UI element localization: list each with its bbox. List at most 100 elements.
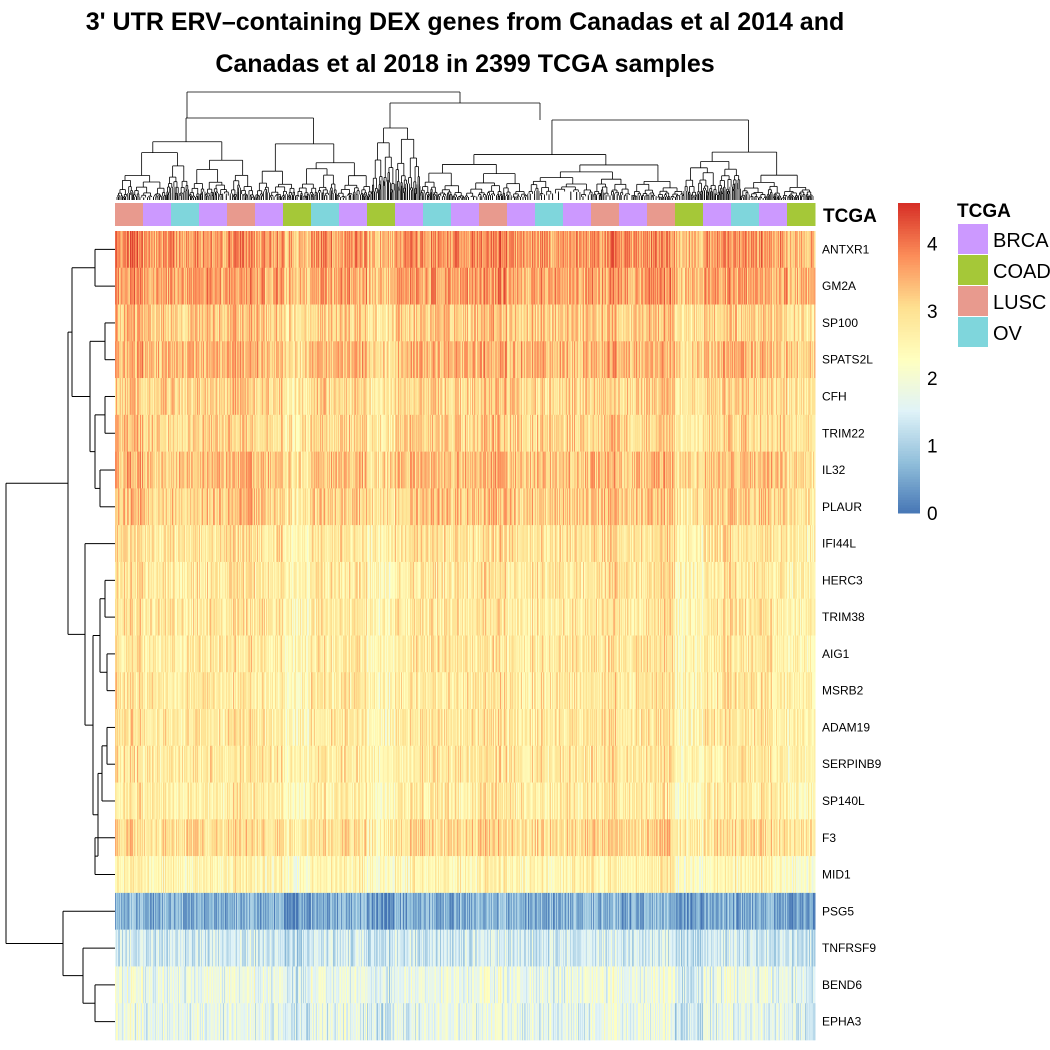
heatmap-cell <box>810 341 812 379</box>
annotation-cell <box>583 203 585 226</box>
heatmap-cell <box>249 267 251 305</box>
heatmap-cell <box>724 231 726 269</box>
annotation-cell <box>172 203 174 226</box>
heatmap-cell <box>379 231 381 269</box>
heatmap-cell <box>264 267 266 305</box>
heatmap-cell <box>396 341 398 379</box>
heatmap-cell <box>170 267 172 305</box>
heatmap-cell <box>240 267 242 305</box>
heatmap-cell <box>522 378 524 416</box>
heatmap-cell <box>449 267 451 305</box>
heatmap-cell <box>510 341 512 379</box>
heatmap-cell <box>459 267 461 305</box>
heatmap-cell <box>242 304 244 342</box>
row-label: SPATS2L <box>822 353 873 367</box>
annotation-cell <box>667 203 669 226</box>
heatmap-cell <box>500 304 502 342</box>
heatmap-cell <box>653 267 655 305</box>
heatmap-cell <box>670 231 672 269</box>
heatmap-cell <box>184 231 186 269</box>
annotation-cell <box>549 203 551 226</box>
annotation-cell <box>245 203 247 226</box>
heatmap-cell <box>654 231 656 269</box>
heatmap-cell <box>266 378 268 416</box>
annotation-cell <box>220 203 222 226</box>
heatmap-cell <box>185 231 187 269</box>
heatmap-cell <box>472 231 474 269</box>
heatmap-cell <box>615 304 617 342</box>
heatmap-cell <box>273 341 275 379</box>
heatmap-cell <box>658 267 660 305</box>
annotation-cell <box>398 203 400 226</box>
heatmap-cell <box>388 341 390 379</box>
heatmap-cell <box>543 341 545 379</box>
heatmap-cell <box>786 341 788 379</box>
heatmap-cell <box>750 341 752 379</box>
heatmap-cell <box>425 341 427 379</box>
heatmap-cell <box>225 231 227 269</box>
heatmap-cell <box>362 231 364 269</box>
heatmap-cell <box>512 231 514 269</box>
heatmap-cell <box>355 304 357 342</box>
heatmap-cell <box>314 378 316 416</box>
heatmap-cell <box>480 341 482 379</box>
heatmap-cell <box>557 378 559 416</box>
annotation-cell <box>152 203 154 226</box>
annotation-cell <box>633 203 635 226</box>
heatmap-cell <box>335 267 337 305</box>
annotation-cell <box>742 203 744 226</box>
heatmap-cell <box>507 267 509 305</box>
heatmap-cell <box>263 378 265 416</box>
heatmap-cell <box>415 378 417 416</box>
heatmap-cell <box>448 341 450 379</box>
heatmap-cell <box>537 378 539 416</box>
annotation-cell <box>705 203 707 226</box>
heatmap-cell <box>720 231 722 269</box>
heatmap-cell <box>467 341 469 379</box>
annotation-cell <box>125 203 127 226</box>
heatmap-cell <box>616 267 618 305</box>
annotation-cell <box>773 203 775 226</box>
heatmap-cell <box>133 304 135 342</box>
heatmap-cell <box>670 304 672 342</box>
heatmap-cell <box>408 378 410 416</box>
heatmap-cell <box>208 378 210 416</box>
heatmap-cell <box>785 267 787 305</box>
heatmap-cell <box>554 267 556 305</box>
heatmap-cell <box>664 304 666 342</box>
heatmap-cell <box>720 341 722 379</box>
heatmap-cell <box>375 231 377 269</box>
heatmap-cell <box>489 341 491 379</box>
heatmap-cell <box>566 378 568 416</box>
heatmap-cell <box>516 267 518 305</box>
heatmap-cell <box>736 341 738 379</box>
heatmap-cell <box>381 267 383 305</box>
annotation-cell <box>253 203 255 226</box>
heatmap-cell <box>224 378 226 416</box>
annotation-cell <box>481 203 483 226</box>
heatmap-cell <box>222 304 224 342</box>
heatmap-cell <box>724 267 726 305</box>
heatmap-cell <box>610 304 612 342</box>
heatmap-cell <box>249 231 251 269</box>
heatmap-cell <box>336 304 338 342</box>
heatmap-cell <box>713 341 715 379</box>
heatmap-cell <box>563 267 565 305</box>
heatmap-cell <box>353 341 355 379</box>
heatmap-cell <box>402 304 404 342</box>
heatmap-cell <box>493 304 495 342</box>
heatmap-cell <box>802 341 804 379</box>
heatmap-cell <box>221 267 223 305</box>
heatmap-cell <box>132 267 134 305</box>
heatmap-cell <box>174 304 176 342</box>
heatmap-cell <box>767 341 769 379</box>
heatmap-cell <box>265 378 267 416</box>
heatmap-cell <box>360 341 362 379</box>
heatmap-cell <box>581 231 583 269</box>
heatmap-cell <box>390 378 392 416</box>
heatmap-cell <box>802 231 804 269</box>
heatmap-cell <box>533 341 535 379</box>
heatmap-cell <box>396 267 398 305</box>
heatmap-cell <box>353 267 355 305</box>
heatmap-cell <box>676 231 678 269</box>
